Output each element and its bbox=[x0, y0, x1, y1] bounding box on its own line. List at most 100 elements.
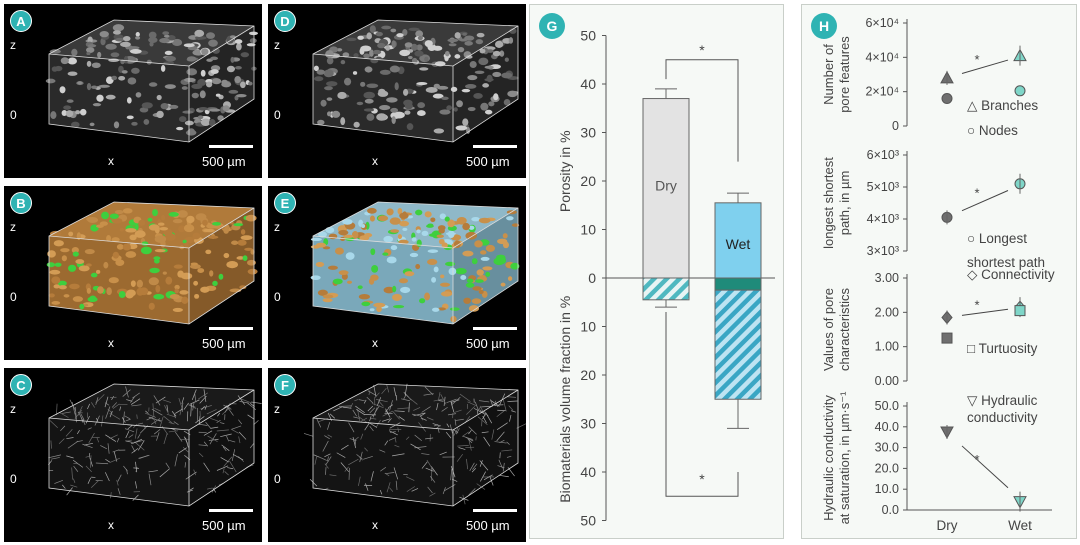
h-y-tick-label: 0.0 bbox=[882, 503, 899, 517]
marker-turtuosity-wet bbox=[1015, 306, 1025, 316]
scale-bar bbox=[209, 145, 253, 148]
scale-bar-label: 500 µm bbox=[466, 154, 510, 169]
volume-render bbox=[4, 186, 262, 360]
h-y-tick-label: 4×10³ bbox=[867, 212, 899, 226]
h-significance-star: * bbox=[974, 52, 979, 67]
h-y-tick-label: 20.0 bbox=[875, 461, 899, 475]
h-y-tick-label: 10.0 bbox=[875, 482, 899, 496]
z-axis-label: z bbox=[10, 38, 16, 52]
z-axis-label: z bbox=[274, 220, 280, 234]
panel-badge: A bbox=[10, 10, 32, 32]
h-y-label: pore features bbox=[837, 36, 852, 113]
y-tick-label: 20 bbox=[580, 367, 596, 383]
h-y-tick-label: 50.0 bbox=[875, 399, 899, 413]
h-y-tick-label: 2.00 bbox=[875, 305, 899, 319]
h-y-label: longest shortest bbox=[821, 157, 836, 249]
scale-bar-label: 500 µm bbox=[466, 336, 510, 351]
h-trend-line bbox=[962, 309, 1008, 315]
x-axis-label: x bbox=[108, 518, 114, 532]
h-legend-entry: △ Branches bbox=[967, 98, 1038, 113]
y-tick-label: 50 bbox=[580, 28, 596, 44]
significance-star-bottom: * bbox=[699, 471, 705, 487]
scale-bar bbox=[209, 509, 253, 512]
z-axis-label: z bbox=[274, 402, 280, 416]
y-tick-label: 50 bbox=[580, 513, 596, 529]
panel-badge: F bbox=[274, 374, 296, 396]
bar-label-wet: Wet bbox=[726, 236, 751, 252]
h-trend-line bbox=[962, 446, 1008, 488]
marker-nodes-wet bbox=[1015, 86, 1025, 96]
h-y-tick-label: 6×10³ bbox=[867, 148, 899, 162]
scale-bar-label: 500 µm bbox=[466, 518, 510, 533]
h-legend-entry: ○ Nodes bbox=[967, 123, 1018, 138]
x-axis-label: x bbox=[372, 154, 378, 168]
panel-badge: B bbox=[10, 192, 32, 214]
h-y-tick-label: 4×10⁴ bbox=[865, 50, 899, 64]
z-axis-label: z bbox=[10, 220, 16, 234]
zero-label: 0 bbox=[10, 290, 17, 304]
zero-label: 0 bbox=[274, 472, 281, 486]
x-axis-label: x bbox=[108, 336, 114, 350]
volume-render bbox=[268, 186, 526, 360]
bar-label-dry: Dry bbox=[655, 178, 677, 194]
volume-render bbox=[4, 368, 262, 542]
h-legend-entry: ◇ Connectivity bbox=[967, 267, 1055, 282]
z-axis-label: z bbox=[274, 38, 280, 52]
box-front bbox=[313, 54, 453, 142]
scale-bar-label: 500 µm bbox=[202, 336, 246, 351]
h-y-label: path, in µm bbox=[837, 171, 852, 236]
y-axis-label-biomaterials: Biomaterials volume fraction in % bbox=[557, 296, 573, 503]
y-tick-label: 40 bbox=[580, 76, 596, 92]
scale-bar bbox=[473, 327, 517, 330]
h-y-label: Values of pore bbox=[821, 288, 836, 371]
bar-dry-biomaterial bbox=[643, 278, 689, 300]
y-tick-label: 10 bbox=[580, 319, 596, 335]
h-legend-entry: ▽ Hydraulic bbox=[967, 393, 1038, 408]
bar-wet-water bbox=[715, 278, 761, 290]
h-x-label-dry: Dry bbox=[937, 518, 958, 533]
h-y-tick-label: 2×10⁴ bbox=[865, 85, 899, 99]
panel-badge: C bbox=[10, 374, 32, 396]
y-tick-label: 0 bbox=[588, 270, 596, 286]
h-legend-entry: □ Turtuosity bbox=[967, 341, 1038, 356]
marker-nodes-dry bbox=[942, 94, 952, 104]
h-trend-line bbox=[962, 191, 1008, 211]
significance-star-top: * bbox=[699, 42, 705, 58]
h-y-tick-label: 0.00 bbox=[875, 374, 899, 388]
y-axis-label-porosity: Porosity in % bbox=[557, 130, 573, 212]
h-legend-entry: ○ Longest bbox=[967, 231, 1027, 246]
h-y-tick-label: 1.00 bbox=[875, 340, 899, 354]
h-significance-star: * bbox=[974, 186, 979, 201]
h-y-tick-label: 40.0 bbox=[875, 420, 899, 434]
h-y-tick-label: 3.00 bbox=[875, 271, 899, 285]
zero-label: 0 bbox=[274, 108, 281, 122]
h-significance-star: * bbox=[974, 452, 979, 467]
h-x-label-wet: Wet bbox=[1008, 518, 1032, 533]
y-tick-label: 20 bbox=[580, 173, 596, 189]
scale-bar bbox=[209, 327, 253, 330]
h-y-label: Hydraulic conductivity bbox=[821, 395, 836, 521]
volume-render bbox=[268, 368, 526, 542]
zero-label: 0 bbox=[274, 290, 281, 304]
y-tick-label: 40 bbox=[580, 464, 596, 480]
h-trend-line bbox=[962, 60, 1008, 73]
h-y-tick-label: 0 bbox=[892, 119, 899, 133]
x-axis-label: x bbox=[372, 518, 378, 532]
panel-g-badge: G bbox=[539, 13, 565, 39]
z-axis-label: z bbox=[10, 402, 16, 416]
y-tick-label: 30 bbox=[580, 416, 596, 432]
h-y-label: characteristics bbox=[837, 287, 852, 371]
h-y-label: Number of bbox=[821, 44, 836, 105]
zero-label: 0 bbox=[10, 472, 17, 486]
scale-bar-label: 500 µm bbox=[202, 154, 246, 169]
y-tick-label: 30 bbox=[580, 125, 596, 141]
bar-wet-biomaterial bbox=[715, 290, 761, 399]
h-y-tick-label: 6×10⁴ bbox=[865, 16, 899, 30]
